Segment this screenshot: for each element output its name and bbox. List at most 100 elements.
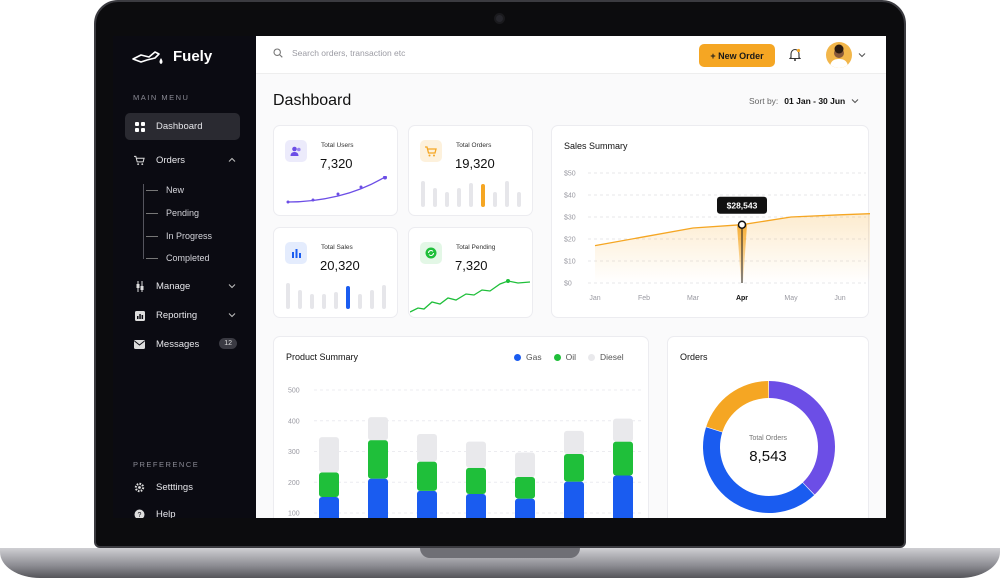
bar-gas <box>417 490 437 518</box>
orders-subitem-completed[interactable]: Completed <box>146 253 210 263</box>
product-summary-title: Product Summary <box>286 352 359 362</box>
bar-diesel <box>417 433 437 462</box>
grid-icon <box>134 121 145 132</box>
sidebar-item-label: Dashboard <box>156 121 203 132</box>
sidebar-item-manage[interactable]: Manage <box>125 273 240 300</box>
page-title: Dashboard <box>273 92 352 109</box>
highlight-point <box>737 220 747 229</box>
orders-donut-chart: Total Orders 8,543 <box>703 381 835 513</box>
sliders-icon <box>134 281 145 292</box>
stat-label: Total Orders <box>456 142 492 149</box>
mail-icon <box>134 339 145 350</box>
sidebar-item-help[interactable]: ? Help <box>125 501 240 518</box>
stat-card-total-orders[interactable]: Total Orders 19,320 <box>408 125 533 216</box>
orders-mini-bars <box>421 181 521 207</box>
cart-icon <box>420 140 442 162</box>
users-trend-line <box>286 176 387 204</box>
bar-diesel <box>319 437 339 473</box>
y-tick-label: 500 <box>288 388 300 395</box>
brand[interactable]: Fuely <box>131 46 212 66</box>
chevron-down-icon[interactable] <box>228 311 236 319</box>
sort-by-dropdown[interactable]: Sort by: 01 Jan - 30 Jun <box>749 96 859 106</box>
bar-diesel <box>515 452 535 478</box>
main-menu-label: MAIN MENU <box>133 93 190 102</box>
sidebar-item-messages[interactable]: Messages 12 <box>125 331 240 358</box>
orders-subitem-new[interactable]: New <box>146 185 184 195</box>
chart-icon <box>134 310 145 321</box>
product-legend: Gas Oil Diesel <box>514 352 624 362</box>
sales-summary-title: Sales Summary <box>564 141 628 151</box>
bar-gas <box>466 493 486 518</box>
laptop-notch <box>420 548 580 558</box>
search-icon <box>273 48 283 58</box>
stat-card-total-users[interactable]: Total Users 7,320 <box>273 125 398 216</box>
sales-area-fill <box>595 213 870 283</box>
donut-slice <box>703 427 815 513</box>
subitem-label: New <box>166 185 185 195</box>
tooltip-value: $28,543 <box>727 201 758 211</box>
subitem-label: Completed <box>166 253 210 263</box>
orders-title: Orders <box>680 352 708 362</box>
stat-card-total-sales[interactable]: Total Sales 20,320 <box>273 227 398 318</box>
orders-subitem-in-progress[interactable]: In Progress <box>146 231 212 241</box>
brand-name: Fuely <box>173 47 213 65</box>
legend-item-oil[interactable]: Oil <box>553 352 576 362</box>
bar-diesel <box>564 430 584 454</box>
messages-count-badge: 12 <box>219 338 237 349</box>
bar-oil <box>466 467 486 494</box>
orders-subitem-pending[interactable]: Pending <box>146 208 199 218</box>
stat-card-total-pending[interactable]: Total Pending 7,320 <box>408 227 533 318</box>
sales-summary-card: Sales Summary $0 $10 $20 $30 $40 $50 $28,5 <box>551 125 870 318</box>
stat-value: 7,320 <box>320 156 353 171</box>
legend-item-gas[interactable]: Gas <box>514 352 542 362</box>
legend-label: Diesel <box>599 352 624 362</box>
bar-oil <box>368 440 388 479</box>
y-tick-label: $0 <box>564 281 572 288</box>
bar-oil <box>613 441 633 476</box>
orders-tree-line <box>143 184 145 259</box>
search-input[interactable]: Search orders, transaction etc <box>273 48 405 58</box>
new-order-button[interactable]: + New Order <box>699 44 775 67</box>
x-tick-label: Jan <box>589 295 600 302</box>
sort-value: 01 Jan - 30 Jun <box>784 96 846 106</box>
stat-value: 19,320 <box>455 156 495 171</box>
chevron-down-icon[interactable] <box>228 282 236 290</box>
y-tick-label: $30 <box>564 215 576 222</box>
stat-label: Total Users <box>321 142 354 149</box>
bar-diesel <box>613 418 633 442</box>
legend-item-diesel[interactable]: Diesel <box>587 352 624 362</box>
y-tick-label: 400 <box>288 418 300 425</box>
sidebar-item-dashboard[interactable]: Dashboard <box>125 113 240 140</box>
svg-text:?: ? <box>138 512 142 518</box>
y-tick-label: $40 <box>564 193 576 200</box>
bar-oil <box>515 477 535 499</box>
y-tick-label: $50 <box>564 171 576 178</box>
sidebar-item-orders[interactable]: Orders <box>125 147 240 174</box>
sidebar-item-reporting[interactable]: Reporting <box>125 302 240 329</box>
users-icon <box>285 140 307 162</box>
y-tick-label: 200 <box>288 480 300 487</box>
x-tick-label: Jun <box>834 295 845 302</box>
help-icon: ? <box>134 509 145 518</box>
y-tick-label: 100 <box>288 511 300 518</box>
main-content: Search orders, transaction etc + New Ord… <box>256 36 886 518</box>
avatar[interactable] <box>826 42 852 68</box>
bell-icon[interactable] <box>789 48 801 61</box>
x-tick-label: Feb <box>638 295 650 302</box>
sidebar-item-label: Messages <box>156 339 200 350</box>
bar-chart-icon <box>285 242 307 264</box>
legend-label: Gas <box>526 352 542 362</box>
subitem-label: Pending <box>166 208 200 218</box>
sidebar-item-label: Setttings <box>156 482 193 493</box>
sort-label: Sort by: <box>749 96 779 106</box>
bar-oil <box>319 472 339 498</box>
chevron-down-icon[interactable] <box>858 51 866 59</box>
bar-gas <box>319 497 339 518</box>
y-tick-label: $10 <box>564 259 576 266</box>
bar-oil <box>417 461 437 491</box>
sidebar-item-settings[interactable]: Setttings <box>125 474 240 501</box>
chevron-up-icon[interactable] <box>228 156 236 164</box>
screen: Fuely MAIN MENU Dashboard Orders New Pen… <box>113 36 886 518</box>
stat-value: 20,320 <box>320 258 360 273</box>
pending-trend-line <box>410 279 530 313</box>
